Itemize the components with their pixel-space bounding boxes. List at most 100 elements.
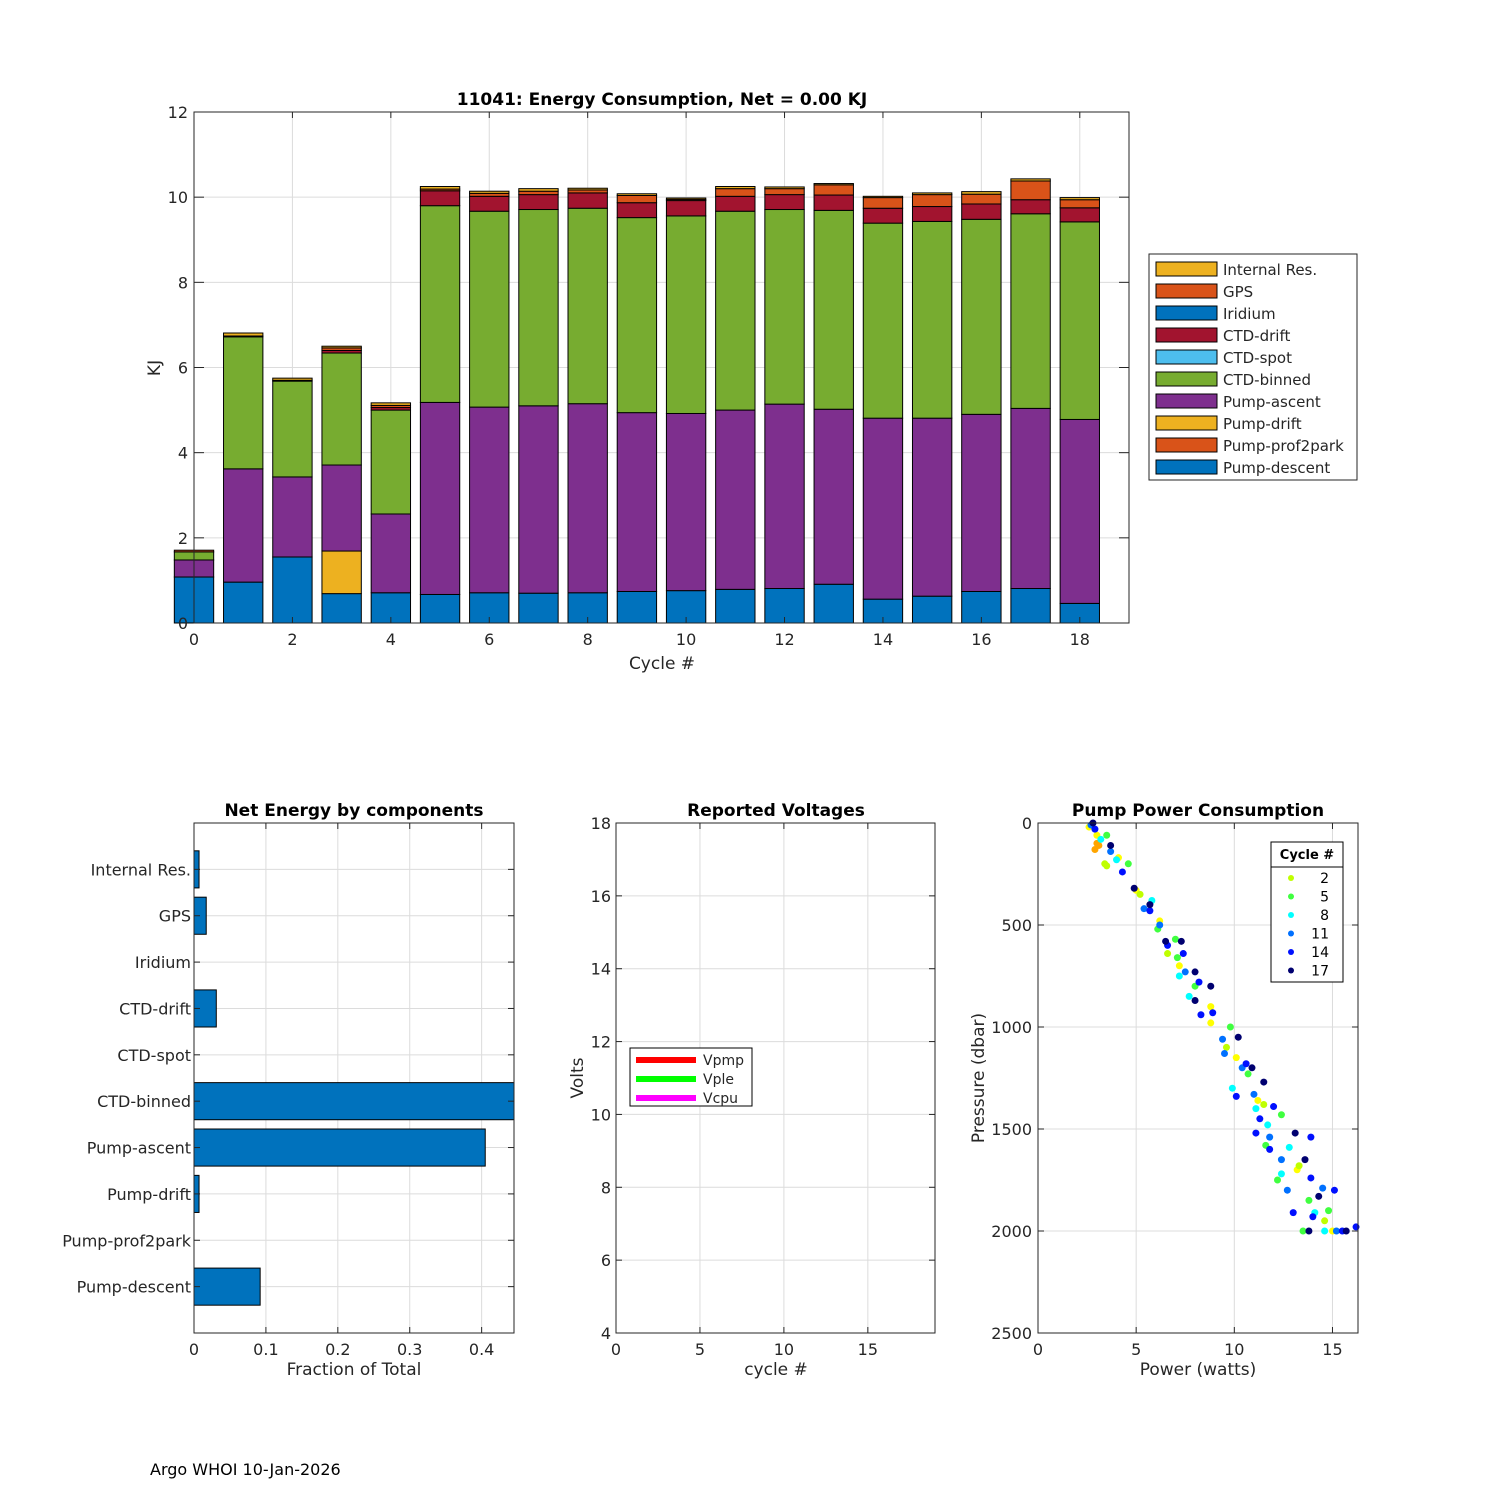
components-bar (193, 1082, 515, 1121)
energy-x-tick-label: 4 (386, 630, 396, 649)
pump-data-point (1264, 1121, 1272, 1129)
pump-data-point (1307, 1133, 1315, 1141)
energy-bar-segment (567, 592, 608, 624)
voltages-title: Reported Voltages (687, 801, 865, 821)
footer-label: Argo WHOI 10-Jan-2026 (150, 1460, 341, 1479)
energy-legend-swatch (1155, 261, 1218, 277)
energy-bar-segment (370, 402, 412, 406)
energy-bar-segment (370, 409, 412, 515)
energy-bar-segment (272, 377, 313, 381)
components-axes-box (193, 822, 515, 1334)
energy-bar-segment (961, 193, 1002, 205)
pump-data-point (1325, 1207, 1333, 1215)
energy-bar-segment (321, 550, 362, 595)
energy-bar-segment (1059, 199, 1100, 209)
pump-legend-marker (1288, 949, 1294, 955)
pump-y-tick-label: 2500 (991, 1324, 1032, 1343)
energy-bar-segment (813, 583, 854, 624)
energy-bars (173, 178, 1100, 624)
components-x-tick-label: 0.1 (253, 1340, 278, 1359)
voltages-legend-label: Vpmp (703, 1053, 744, 1069)
pump-data-point (1095, 841, 1103, 849)
pump-data-point (1195, 978, 1203, 986)
energy-bar-segment (813, 209, 854, 410)
pump-data-point (1252, 1129, 1260, 1137)
energy-legend-label: Pump-prof2park (1223, 437, 1344, 455)
energy-bar-segment (862, 195, 904, 199)
pump-data-point (1173, 954, 1181, 962)
energy-bar-segment (911, 192, 953, 196)
energy-bar-segment (567, 207, 608, 405)
pump-xlabel: Power (watts) (1140, 1360, 1257, 1380)
energy-bar-segment (419, 401, 461, 595)
voltages-y-tick-label: 8 (601, 1178, 611, 1197)
energy-bar-segment (961, 218, 1002, 415)
pump-data-point (1191, 968, 1199, 976)
voltages-x-tick-label: 10 (774, 1340, 794, 1359)
components-x-tick-label: 0 (189, 1340, 199, 1359)
pump-axes-box (1037, 822, 1359, 1334)
pump-y-tick-label: 0 (1022, 814, 1032, 833)
energy-bar-segment (1010, 213, 1051, 409)
pump-points (1085, 819, 1360, 1235)
pump-data-point (1254, 1096, 1262, 1104)
energy-bar-segment (911, 206, 953, 222)
components-y-tick-label: Pump-prof2park (62, 1231, 192, 1250)
energy-legend-label: Pump-drift (1223, 415, 1302, 433)
energy-x-tick-label: 10 (676, 630, 696, 649)
pump-legend-label: 14 (1311, 945, 1329, 961)
energy-legend-swatch (1155, 415, 1218, 431)
components-y-tick-label: Pump-ascent (87, 1139, 191, 1158)
energy-bar-segment (1059, 418, 1100, 604)
energy-bar-segment (665, 215, 707, 414)
components-x-tick-label: 0.2 (325, 1340, 350, 1359)
energy-y-tick-label: 6 (178, 359, 188, 378)
pump-data-point (1164, 950, 1172, 958)
pump-data-point (1277, 1170, 1285, 1178)
energy-bar-segment (370, 513, 412, 594)
energy-bar-segment (911, 595, 953, 624)
voltages-legend: Vpmp Vple Vcpu (629, 1047, 753, 1107)
energy-bar-segment (469, 190, 510, 194)
energy-bar-segment (469, 406, 510, 594)
pump-legend-label: 8 (1320, 908, 1329, 924)
pump-data-point (1309, 1213, 1317, 1221)
pump-ylabel: Pressure (dbar) (969, 1013, 989, 1143)
energy-bar-segment (518, 209, 559, 407)
pump-legend-marker (1288, 967, 1294, 974)
pump-ticks: 0 5 10 15 0 500 1000 1500 2000 2500 (991, 814, 1358, 1359)
pump-data-point (1321, 1227, 1329, 1235)
pump-data-point (1315, 1192, 1323, 1200)
pump-x-tick-label: 10 (1224, 1340, 1244, 1359)
components-x-tick-label: 0.4 (469, 1340, 494, 1359)
pump-legend-marker (1288, 893, 1294, 900)
voltages-y-tick-label: 12 (591, 1033, 611, 1052)
energy-bar-segment (862, 417, 904, 600)
pump-data-point (1274, 1176, 1282, 1184)
pump-data-point (1285, 1143, 1293, 1151)
pump-data-point (1136, 890, 1144, 898)
energy-bar-segment (764, 403, 805, 590)
energy-bar-segment (961, 191, 1002, 195)
energy-bar-segment (665, 412, 707, 592)
energy-bar-segment (764, 194, 805, 211)
pump-data-point (1207, 1019, 1215, 1027)
energy-bar-segment (1059, 207, 1100, 223)
energy-bar-segment (223, 332, 264, 337)
pump-data-point (1140, 905, 1148, 913)
pump-legend-label: 5 (1320, 890, 1329, 906)
voltages-y-tick-label: 6 (601, 1251, 611, 1270)
pump-data-point (1242, 1060, 1250, 1068)
energy-x-tick-label: 14 (873, 630, 893, 649)
pump-legend-label: 17 (1311, 964, 1329, 980)
energy-bar-segment (813, 183, 854, 186)
pump-data-point (1283, 1186, 1291, 1194)
energy-bar-segment (616, 217, 658, 414)
pump-data-point (1185, 992, 1193, 1000)
energy-legend: Internal Res. GPS Iridium CTD-drift CTD-spot… (1148, 253, 1358, 481)
energy-bar-segment (469, 195, 510, 212)
energy-bar-segment (616, 193, 658, 196)
energy-bar-segment (715, 186, 756, 190)
pump-data-point (1124, 860, 1132, 868)
energy-y-tick-label: 0 (178, 614, 188, 633)
